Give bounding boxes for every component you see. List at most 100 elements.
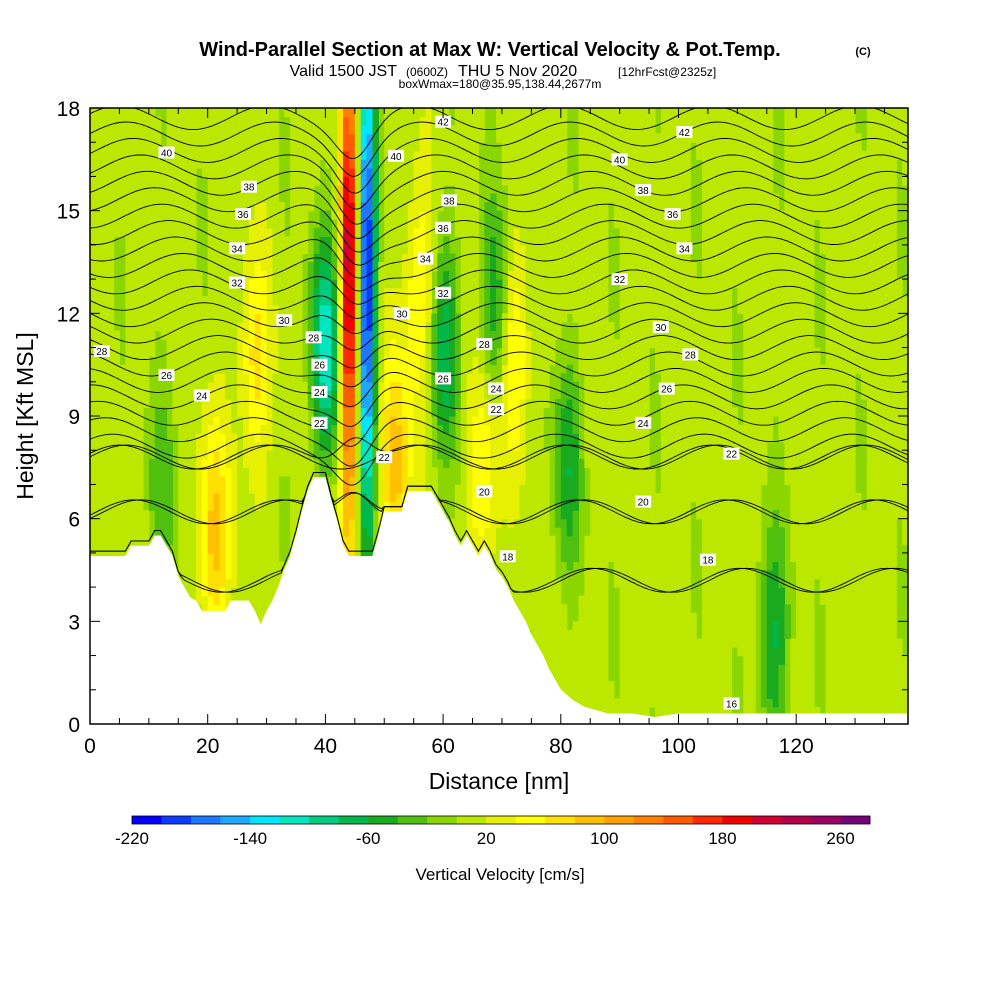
velocity-cell (107, 253, 115, 263)
velocity-cell (466, 347, 474, 357)
velocity-cell (160, 330, 168, 340)
velocity-cell (454, 347, 462, 357)
velocity-cell (190, 390, 197, 400)
velocity-cell (348, 279, 356, 289)
velocity-cell (266, 210, 274, 220)
velocity-cell (178, 339, 185, 349)
velocity-cell (142, 167, 150, 178)
velocity-cell (307, 339, 315, 349)
velocity-cell (425, 424, 432, 434)
velocity-cell (254, 304, 262, 314)
velocity-cell (501, 424, 509, 434)
velocity-cell (490, 356, 497, 366)
velocity-cell (543, 595, 550, 605)
velocity-cell (478, 458, 485, 468)
velocity-cell (101, 501, 109, 511)
velocity-cell (360, 390, 368, 400)
velocity-cell (348, 321, 356, 332)
velocity-cell (419, 339, 427, 349)
velocity-cell (195, 313, 203, 323)
velocity-cell (148, 142, 156, 152)
velocity-cell (207, 287, 215, 297)
velocity-cell (184, 390, 191, 400)
velocity-cell (172, 133, 179, 143)
velocity-cell (490, 424, 497, 434)
velocity-cell (295, 407, 303, 417)
velocity-cell (160, 416, 168, 426)
velocity-cell (437, 185, 444, 195)
velocity-cell (184, 150, 191, 160)
velocity-cell (201, 493, 209, 503)
velocity-cell (90, 330, 97, 340)
velocity-cell (390, 253, 397, 263)
velocity-cell (125, 484, 132, 494)
velocity-cell (207, 544, 215, 554)
velocity-cell (178, 304, 185, 314)
velocity-cell (207, 552, 215, 563)
velocity-cell (254, 518, 262, 528)
velocity-cell (219, 535, 226, 545)
velocity-cell (101, 458, 109, 468)
velocity-cell (195, 142, 203, 152)
velocity-cell (537, 347, 544, 357)
velocity-cell (190, 185, 197, 195)
velocity-cell (443, 364, 450, 374)
velocity-cell (378, 296, 385, 306)
velocity-cell (472, 450, 479, 460)
velocity-cell (366, 339, 374, 349)
velocity-cell (219, 433, 226, 443)
velocity-cell (237, 381, 244, 391)
velocity-cell (531, 475, 538, 486)
velocity-cell (501, 142, 509, 152)
velocity-cell (237, 475, 244, 486)
velocity-cell (490, 193, 497, 203)
velocity-cell (237, 578, 244, 588)
velocity-cell (366, 253, 374, 263)
velocity-cell (184, 176, 191, 186)
velocity-cell (231, 185, 238, 195)
velocity-cell (254, 587, 262, 597)
velocity-cell (425, 125, 432, 135)
velocity-cell (219, 604, 226, 614)
velocity-cell (195, 407, 203, 417)
velocity-cell (472, 518, 479, 528)
velocity-cell (207, 321, 215, 332)
velocity-cell (490, 330, 497, 340)
velocity-cell (95, 227, 103, 237)
velocity-cell (125, 150, 132, 160)
velocity-cell (272, 296, 279, 306)
velocity-cell (207, 125, 215, 135)
velocity-cell (131, 467, 138, 477)
velocity-cell (419, 450, 427, 460)
velocity-cell (378, 416, 385, 426)
velocity-cell (496, 339, 503, 349)
velocity-cell (231, 236, 238, 246)
velocity-cell (237, 407, 244, 417)
velocity-cell (331, 407, 338, 417)
velocity-cell (207, 116, 215, 126)
velocity-cell (278, 347, 285, 357)
velocity-cell (184, 527, 191, 537)
velocity-cell (437, 313, 444, 323)
velocity-cell (113, 142, 121, 152)
velocity-cell (266, 313, 274, 323)
velocity-cell (266, 347, 274, 357)
velocity-cell (190, 450, 197, 460)
velocity-cell (237, 287, 244, 297)
velocity-cell (231, 347, 238, 357)
velocity-cell (142, 510, 150, 520)
velocity-cell (266, 595, 274, 605)
velocity-cell (107, 185, 115, 195)
velocity-cell (260, 570, 268, 580)
velocity-cell (272, 227, 279, 237)
velocity-cell (454, 501, 462, 511)
velocity-cell (137, 330, 144, 340)
velocity-cell (243, 467, 250, 477)
velocity-cell (219, 493, 226, 503)
velocity-cell (166, 347, 173, 357)
velocity-cell (178, 193, 185, 203)
velocity-cell (131, 364, 138, 374)
velocity-cell (378, 356, 385, 366)
velocity-cell (243, 390, 250, 400)
velocity-cell (531, 450, 538, 460)
